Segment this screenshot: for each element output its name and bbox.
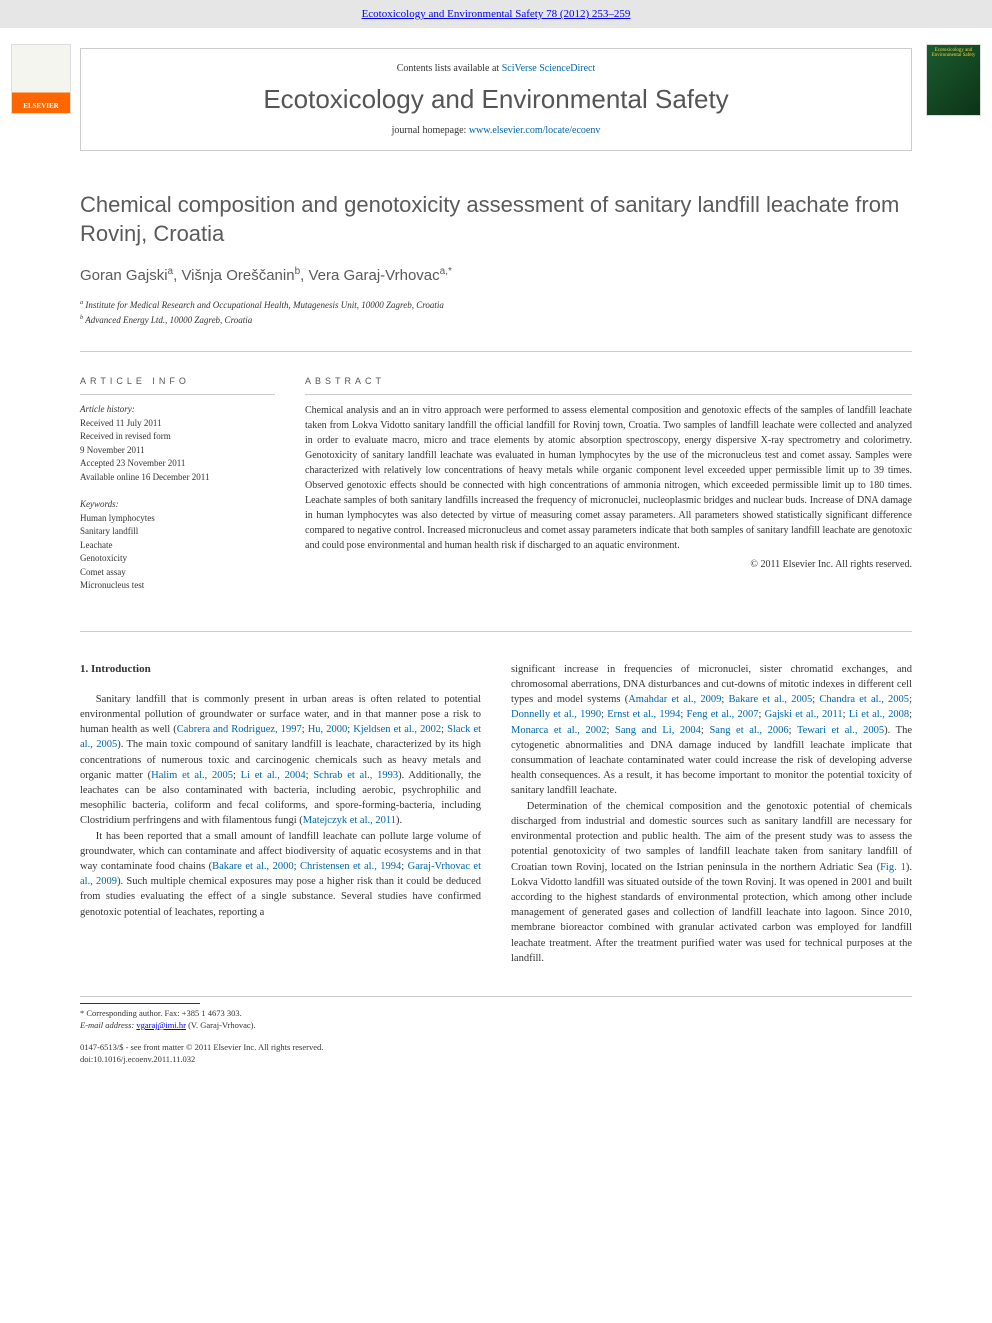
journal-reference-banner: Ecotoxicology and Environmental Safety 7… xyxy=(0,0,992,28)
abstract-heading: ABSTRACT xyxy=(305,376,912,395)
body-paragraph: significant increase in frequencies of m… xyxy=(511,662,912,799)
journal-cover-thumbnail: Ecotoxicology and Environmental Safety xyxy=(926,44,981,116)
article-title: Chemical composition and genotoxicity as… xyxy=(80,191,912,248)
email-line: E-mail address: vgaraj@imi.hr (V. Garaj-… xyxy=(80,1020,912,1032)
keyword: Comet assay xyxy=(80,566,275,580)
history-line: Received 11 July 2011 xyxy=(80,417,275,431)
article-info-heading: ARTICLE INFO xyxy=(80,376,275,395)
info-abstract-row: ARTICLE INFO Article history: Received 1… xyxy=(80,376,912,632)
article-info-column: ARTICLE INFO Article history: Received 1… xyxy=(80,376,275,607)
issn-copyright-line: 0147-6513/$ - see front matter © 2011 El… xyxy=(80,1042,912,1054)
article-history-block: Article history: Received 11 July 2011 R… xyxy=(80,403,275,484)
history-line: Available online 16 December 2011 xyxy=(80,471,275,485)
authors-line: Goran Gajskia, Višnja Oreščaninb, Vera G… xyxy=(80,266,912,284)
introduction-heading: 1. Introduction xyxy=(80,662,481,678)
email-link[interactable]: vgaraj@imi.hr xyxy=(136,1020,186,1030)
footer-divider xyxy=(80,1003,200,1004)
keyword: Genotoxicity xyxy=(80,552,275,566)
sciencedirect-link[interactable]: SciVerse ScienceDirect xyxy=(502,63,596,74)
contents-available-line: Contents lists available at SciVerse Sci… xyxy=(81,63,911,74)
keyword: Sanitary landfill xyxy=(80,525,275,539)
journal-name: Ecotoxicology and Environmental Safety xyxy=(81,84,911,115)
keyword: Micronucleus test xyxy=(80,579,275,593)
abstract-text: Chemical analysis and an in vitro approa… xyxy=(305,403,912,553)
journal-ref-link[interactable]: Ecotoxicology and Environmental Safety 7… xyxy=(362,8,631,20)
page-footer: * Corresponding author. Fax: +385 1 4673… xyxy=(80,996,912,1066)
doi-line: doi:10.1016/j.ecoenv.2011.11.032 xyxy=(80,1054,912,1066)
body-paragraph: It has been reported that a small amount… xyxy=(80,829,481,920)
journal-header-box: ELSEVIER Ecotoxicology and Environmental… xyxy=(80,48,912,151)
elsevier-logo: ELSEVIER xyxy=(11,44,71,114)
article-main: Chemical composition and genotoxicity as… xyxy=(80,191,912,966)
history-line: Received in revised form xyxy=(80,430,275,444)
affiliations: a Institute for Medical Research and Occ… xyxy=(80,298,912,352)
homepage-link[interactable]: www.elsevier.com/locate/ecoenv xyxy=(469,125,601,136)
body-right-column: significant increase in frequencies of m… xyxy=(511,662,912,966)
history-label: Article history: xyxy=(80,403,275,417)
body-paragraph: Sanitary landfill that is commonly prese… xyxy=(80,692,481,829)
history-line: 9 November 2011 xyxy=(80,444,275,458)
keywords-label: Keywords: xyxy=(80,498,275,512)
body-two-columns: 1. Introduction Sanitary landfill that i… xyxy=(80,662,912,966)
keyword: Human lymphocytes xyxy=(80,512,275,526)
body-paragraph: Determination of the chemical compositio… xyxy=(511,799,912,966)
history-line: Accepted 23 November 2011 xyxy=(80,457,275,471)
affiliation-a: a Institute for Medical Research and Occ… xyxy=(80,298,912,313)
journal-homepage-line: journal homepage: www.elsevier.com/locat… xyxy=(81,125,911,136)
corresponding-author: * Corresponding author. Fax: +385 1 4673… xyxy=(80,1008,912,1020)
affiliation-b: b Advanced Energy Ltd., 10000 Zagreb, Cr… xyxy=(80,313,912,328)
keyword: Leachate xyxy=(80,539,275,553)
body-left-column: 1. Introduction Sanitary landfill that i… xyxy=(80,662,481,966)
abstract-column: ABSTRACT Chemical analysis and an in vit… xyxy=(305,376,912,607)
keywords-block: Keywords: Human lymphocytes Sanitary lan… xyxy=(80,498,275,593)
abstract-copyright: © 2011 Elsevier Inc. All rights reserved… xyxy=(305,559,912,570)
